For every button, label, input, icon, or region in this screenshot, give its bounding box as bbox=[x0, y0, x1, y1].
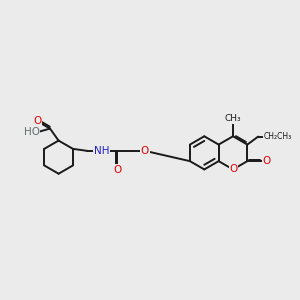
Text: O: O bbox=[113, 165, 122, 175]
Text: HO: HO bbox=[24, 127, 40, 137]
Text: O: O bbox=[230, 164, 238, 174]
Text: CH₂CH₃: CH₂CH₃ bbox=[263, 132, 292, 141]
Text: O: O bbox=[141, 146, 149, 156]
Text: CH₃: CH₃ bbox=[225, 114, 242, 123]
Text: NH: NH bbox=[94, 146, 109, 156]
Text: O: O bbox=[262, 156, 270, 166]
Text: O: O bbox=[33, 116, 41, 126]
